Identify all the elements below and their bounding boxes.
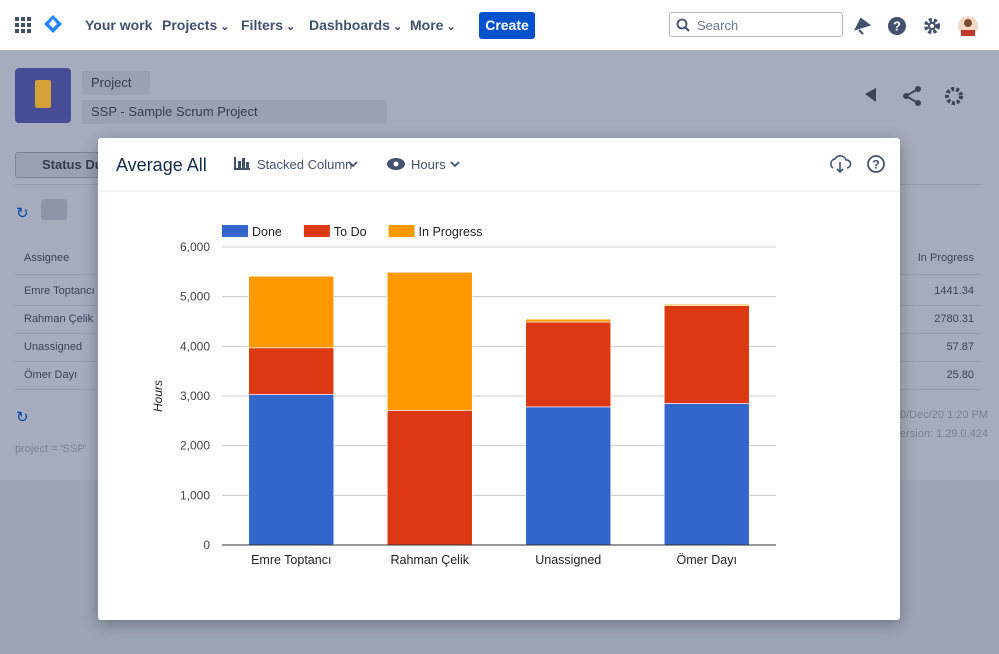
x-tick-label: Ömer Dayı [677, 553, 737, 567]
legend-swatch [222, 225, 248, 237]
timestamp: 0/Dec/20 1:20 PM [900, 409, 989, 421]
app-switcher[interactable] [15, 17, 31, 33]
bar-segment [386, 410, 473, 546]
bar-segment [525, 321, 612, 408]
project-avatar [15, 68, 71, 123]
bar-segment [663, 305, 750, 404]
nav-item[interactable]: More [410, 17, 456, 33]
nav-icons[interactable]: ? [853, 15, 983, 37]
row-name: Emre Toptancı [24, 285, 95, 297]
help-icon[interactable] [867, 155, 885, 173]
search-icon [676, 18, 690, 32]
table-header: In Progress [917, 252, 974, 264]
y-axis-label: Hours [151, 380, 165, 412]
row-value: 2780.31 [934, 313, 974, 325]
unit-select[interactable]: Hours [411, 157, 446, 172]
chart-type-icon [234, 157, 250, 170]
nav-item[interactable]: Filters [241, 17, 295, 33]
nav-item[interactable]: Dashboards [309, 17, 402, 33]
chevron [450, 161, 460, 168]
y-tick-label: 6,000 [180, 240, 210, 254]
x-tick-label: Unassigned [535, 553, 601, 567]
table-header: Assignee [24, 252, 70, 264]
bar-segment [525, 406, 612, 546]
bar-segment [248, 347, 335, 395]
project-name[interactable]: SSP - Sample Scrum Project [82, 100, 387, 124]
refresh-icon[interactable]: ↻ [16, 205, 29, 222]
chart-modal: Average All Stacked Column Hours ? Hours… [98, 138, 900, 620]
bar-segment [248, 394, 335, 546]
bar-segment [663, 304, 750, 306]
query: project = 'SSP' [15, 443, 87, 455]
nav-item[interactable]: Your work [85, 17, 153, 33]
row-value: 1441.34 [934, 285, 974, 297]
create-button[interactable]: Create [479, 12, 535, 39]
y-tick-label: 0 [203, 538, 210, 552]
bar-segment [386, 272, 473, 411]
search-box[interactable]: Search [669, 12, 843, 37]
chart-type-select[interactable]: Stacked Column [257, 157, 352, 172]
y-tick-label: 4,000 [180, 339, 210, 353]
version: ersion: 1.29.0.424 [900, 428, 989, 440]
bar-segment [663, 403, 750, 546]
download-icon[interactable] [830, 155, 852, 174]
legend-label: In Progress [419, 225, 483, 239]
x-tick-label: Emre Toptancı [251, 553, 331, 567]
legend-swatch [303, 225, 330, 237]
y-tick-label: 5,000 [180, 290, 210, 304]
top-nav: Your work Projects Filters Dashboards Mo… [0, 0, 999, 50]
header-icons[interactable] [862, 84, 972, 108]
legend-label: To Do [334, 225, 367, 239]
svg-text:?: ? [893, 19, 901, 34]
report-tab[interactable]: Status Du [15, 152, 105, 178]
row-name: Ömer Dayı [24, 369, 78, 381]
refresh-icon[interactable]: ↻ [16, 409, 29, 426]
bar-segment [248, 275, 335, 349]
chart-toggle[interactable] [41, 199, 67, 220]
row-value: 25.80 [946, 369, 974, 381]
chevron [348, 161, 358, 168]
modal-title: Average All [116, 155, 207, 175]
row-name: Rahman Çelik [24, 313, 94, 325]
legend-label: Done [252, 225, 282, 239]
nav-item[interactable]: Projects [162, 17, 230, 33]
legend-swatch [388, 225, 415, 237]
jira-logo[interactable] [44, 15, 62, 35]
project-selector[interactable]: Project [82, 71, 150, 95]
row-name: Unassigned [24, 341, 83, 353]
svg-text:?: ? [872, 158, 879, 172]
y-tick-label: 1,000 [180, 488, 210, 502]
y-tick-label: 2,000 [180, 439, 210, 453]
x-tick-label: Rahman Çelik [390, 553, 469, 567]
y-tick-label: 3,000 [180, 389, 210, 403]
chart: Average All Stacked Column Hours ? Hours… [98, 155, 900, 567]
bar-segment [525, 318, 612, 323]
row-value: 57.87 [946, 341, 974, 353]
